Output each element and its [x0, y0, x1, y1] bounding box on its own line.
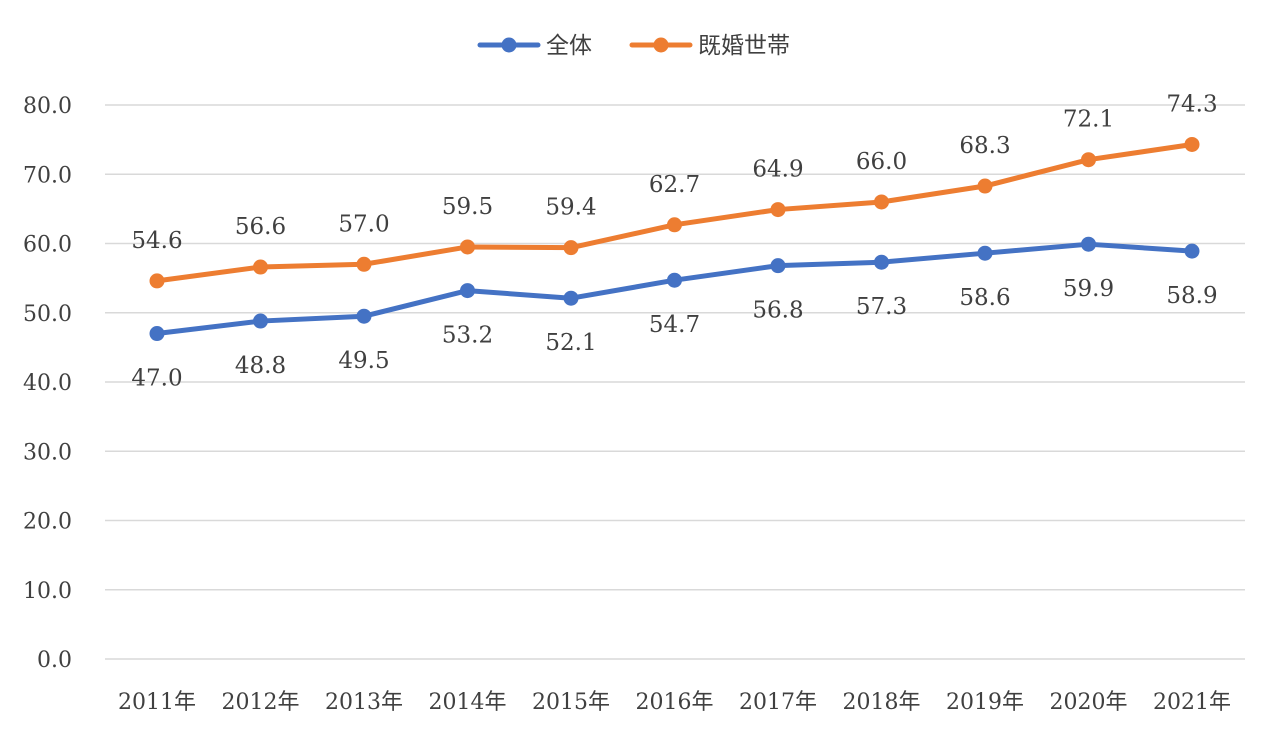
x-tick-label: 2020年 — [1050, 690, 1128, 715]
data-point — [253, 313, 268, 329]
data-labels: 47.0 48.8 49.5 53.2 52.1 54.7 56.8 57.3 58.6 59.9… — [131, 91, 1217, 391]
data-point — [149, 326, 165, 342]
series-layer — [149, 136, 1200, 342]
y-tick-label: 50.0 — [23, 302, 72, 327]
x-tick-label: 2018年 — [843, 690, 921, 715]
x-tick-label: 2012年 — [222, 690, 300, 715]
y-tick-label: 60.0 — [23, 233, 72, 258]
data-label: 52.1 — [545, 330, 596, 356]
data-point — [1081, 152, 1096, 168]
data-label: 74.3 — [1166, 91, 1217, 117]
x-tick-label: 2014年 — [429, 690, 507, 715]
data-point — [667, 272, 682, 288]
legend: 全体 既婚世帯 — [477, 33, 790, 59]
data-point — [667, 217, 682, 233]
data-label: 47.0 — [131, 366, 182, 392]
data-point — [1184, 136, 1200, 152]
legend-label: 全体 — [546, 33, 592, 59]
data-label: 57.0 — [338, 211, 389, 237]
data-label: 59.5 — [442, 194, 493, 220]
data-point — [977, 245, 993, 261]
data-point — [460, 239, 475, 255]
data-label: 58.6 — [959, 285, 1010, 311]
data-label: 64.9 — [752, 157, 803, 183]
data-point — [356, 256, 372, 272]
y-tick-label: 10.0 — [23, 579, 72, 604]
data-point — [460, 283, 475, 299]
data-point — [1081, 236, 1096, 252]
data-label: 58.9 — [1166, 283, 1217, 309]
data-label: 68.3 — [959, 133, 1010, 159]
data-label: 54.6 — [131, 228, 182, 254]
x-tick-label: 2016年 — [636, 690, 714, 715]
y-axis-ticks: 0.0 10.0 20.0 30.0 40.0 50.0 60.0 70.0 80.0 — [23, 94, 72, 673]
data-point — [770, 258, 786, 274]
data-point — [770, 202, 786, 218]
series-line-1 — [154, 141, 1195, 284]
data-label: 56.8 — [752, 298, 803, 324]
legend-swatch-marker — [501, 37, 517, 53]
data-label: 54.7 — [649, 312, 700, 338]
y-tick-label: 20.0 — [23, 510, 72, 535]
data-label: 53.2 — [442, 323, 493, 349]
data-label: 72.1 — [1063, 107, 1114, 133]
data-label: 66.0 — [856, 149, 907, 175]
y-tick-label: 40.0 — [23, 371, 72, 396]
data-point — [874, 194, 889, 210]
data-label: 49.5 — [338, 348, 389, 374]
data-point — [356, 308, 372, 324]
y-tick-label: 80.0 — [23, 94, 72, 119]
data-point — [1184, 243, 1200, 259]
grid-layer — [105, 104, 1245, 660]
x-tick-label: 2015年 — [532, 690, 610, 715]
x-tick-label: 2013年 — [325, 690, 403, 715]
data-label: 57.3 — [856, 294, 907, 320]
x-tick-label: 2011年 — [118, 690, 196, 715]
x-axis-ticks: 2011年 2012年 2013年 2014年 2015年 2016年 2017年 2018年… — [118, 690, 1231, 715]
legend-label: 既婚世帯 — [698, 33, 790, 59]
x-tick-label: 2019年 — [946, 690, 1024, 715]
legend-swatch-marker — [653, 37, 669, 53]
y-tick-label: 70.0 — [23, 163, 72, 188]
data-label: 56.6 — [235, 214, 286, 240]
data-point — [563, 290, 579, 306]
data-point — [149, 273, 165, 289]
data-point — [874, 254, 889, 270]
data-label: 59.9 — [1063, 276, 1114, 302]
data-label: 59.4 — [545, 195, 596, 221]
x-tick-label: 2017年 — [739, 690, 817, 715]
data-point — [977, 178, 993, 194]
x-tick-label: 2021年 — [1153, 690, 1231, 715]
data-point — [253, 259, 268, 275]
data-label: 48.8 — [235, 353, 286, 379]
data-label: 62.7 — [649, 172, 700, 198]
y-tick-label: 0.0 — [37, 648, 72, 673]
y-tick-label: 30.0 — [23, 440, 72, 465]
data-point — [563, 240, 579, 256]
